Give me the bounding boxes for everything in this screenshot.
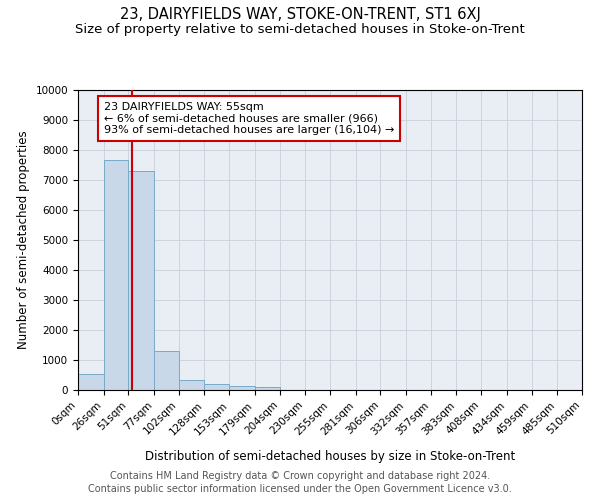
Bar xyxy=(205,384,229,390)
Bar xyxy=(154,351,179,390)
Text: 23 DAIRYFIELDS WAY: 55sqm
← 6% of semi-detached houses are smaller (966)
93% of : 23 DAIRYFIELDS WAY: 55sqm ← 6% of semi-d… xyxy=(104,102,394,135)
Text: Contains HM Land Registry data © Crown copyright and database right 2024.: Contains HM Land Registry data © Crown c… xyxy=(110,471,490,481)
Text: Distribution of semi-detached houses by size in Stoke-on-Trent: Distribution of semi-detached houses by … xyxy=(145,450,515,463)
Bar xyxy=(78,374,104,390)
Text: Contains public sector information licensed under the Open Government Licence v3: Contains public sector information licen… xyxy=(88,484,512,494)
Bar xyxy=(104,160,128,390)
Bar xyxy=(229,386,255,390)
Y-axis label: Number of semi-detached properties: Number of semi-detached properties xyxy=(17,130,30,350)
Bar xyxy=(128,171,154,390)
Bar xyxy=(255,387,280,390)
Text: Size of property relative to semi-detached houses in Stoke-on-Trent: Size of property relative to semi-detach… xyxy=(75,22,525,36)
Bar xyxy=(179,380,205,390)
Text: 23, DAIRYFIELDS WAY, STOKE-ON-TRENT, ST1 6XJ: 23, DAIRYFIELDS WAY, STOKE-ON-TRENT, ST1… xyxy=(119,8,481,22)
